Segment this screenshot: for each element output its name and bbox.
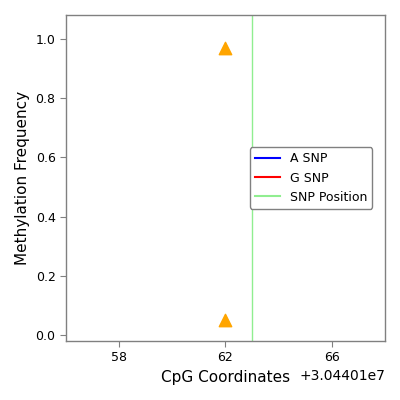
X-axis label: CpG Coordinates: CpG Coordinates	[161, 370, 290, 385]
Legend: A SNP, G SNP, SNP Position: A SNP, G SNP, SNP Position	[250, 147, 372, 209]
Y-axis label: Methylation Frequency: Methylation Frequency	[15, 91, 30, 265]
Point	[222, 44, 229, 51]
Point	[222, 317, 229, 324]
